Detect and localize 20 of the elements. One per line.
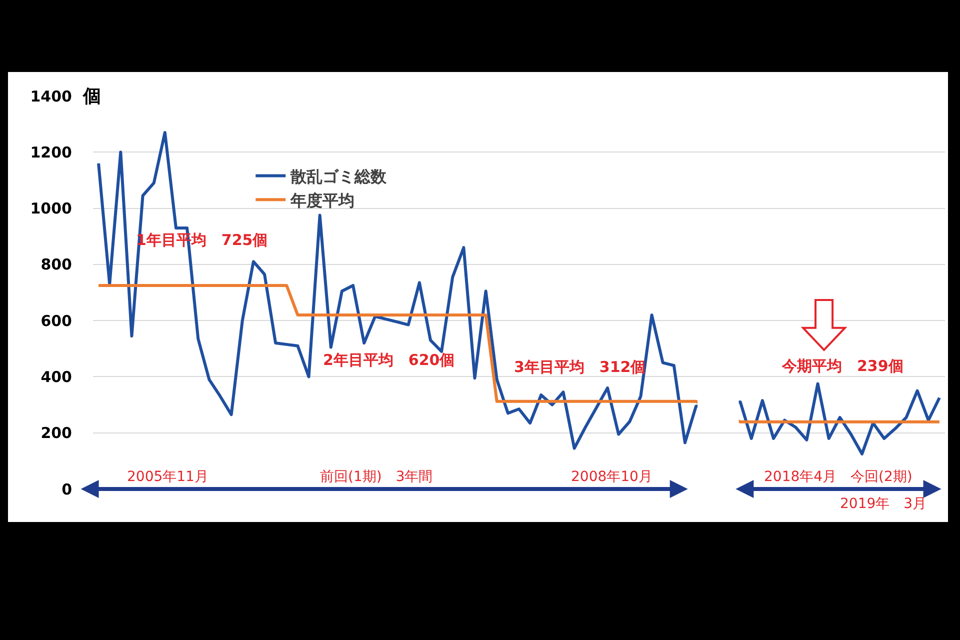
line-series	[97, 284, 941, 424]
annotation: 2008年10月	[571, 469, 652, 485]
y-tick-label: 800	[40, 256, 72, 274]
y-tick-label: 0	[62, 480, 72, 498]
legend-label: 年度平均	[290, 190, 355, 210]
y-tick-label: 1200	[30, 143, 72, 162]
annotation: 2018年4月 今回(2期)	[764, 469, 912, 485]
y-tick-label: 200	[40, 424, 72, 442]
y-tick-label: 1400	[30, 87, 72, 106]
y-tick-label: 1000	[30, 200, 72, 218]
legend-label: 散乱ゴミ総数	[290, 167, 388, 186]
y-tick-label: 600	[40, 312, 72, 330]
annotation: 2005年11月	[127, 469, 208, 485]
annotation: 2年目平均 620個	[323, 351, 455, 369]
y-axis-title: 個	[82, 86, 101, 107]
line-series	[97, 130, 941, 456]
y-tick-label: 400	[40, 368, 72, 386]
annotation: 今期平均 239個	[781, 357, 904, 375]
text: 2019年 3月	[840, 496, 927, 512]
annotation: 前回(1期) 3年間	[320, 469, 433, 485]
